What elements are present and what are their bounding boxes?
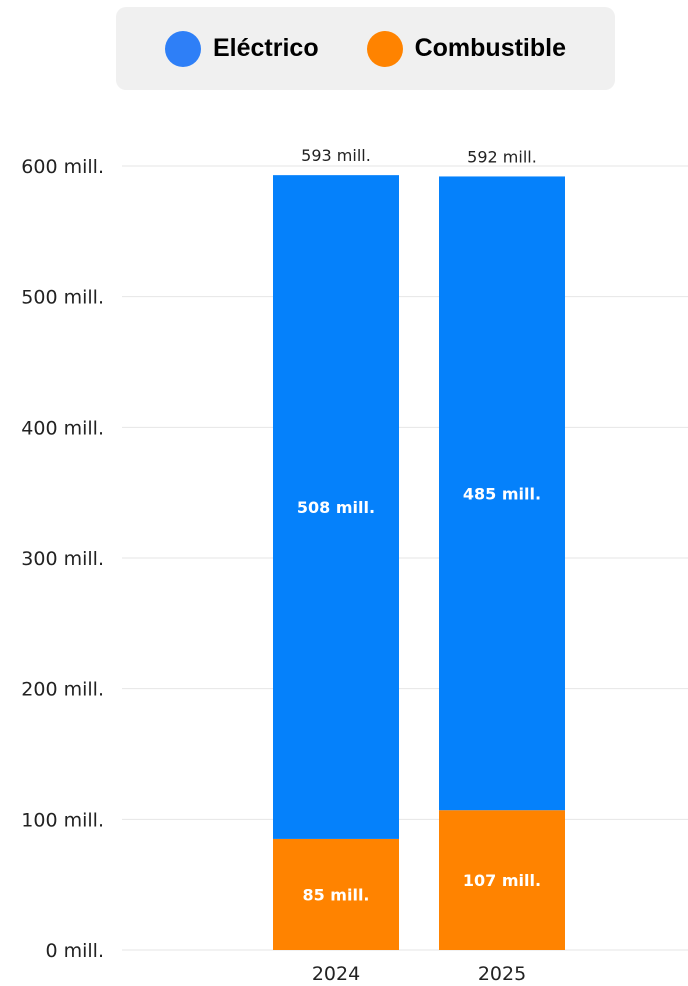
- y-tick-label: 400 mill.: [21, 417, 104, 439]
- bar-segment-label: 85 mill.: [302, 885, 369, 904]
- bar-total-label: 593 mill.: [301, 146, 371, 165]
- y-tick-label: 100 mill.: [21, 809, 104, 831]
- x-tick-label: 2025: [478, 963, 526, 985]
- y-tick-label: 200 mill.: [21, 679, 104, 701]
- bar-total-label: 592 mill.: [467, 147, 537, 166]
- bar-segment-label: 485 mill.: [463, 484, 541, 503]
- y-tick-label: 0 mill.: [45, 940, 104, 962]
- bar-segment-label: 107 mill.: [463, 871, 541, 890]
- y-tick-label: 300 mill.: [21, 548, 104, 570]
- bar-segment-label: 508 mill.: [297, 498, 375, 517]
- x-tick-label: 2024: [312, 963, 360, 985]
- y-tick-label: 600 mill.: [21, 156, 104, 178]
- y-tick-label: 500 mill.: [21, 287, 104, 309]
